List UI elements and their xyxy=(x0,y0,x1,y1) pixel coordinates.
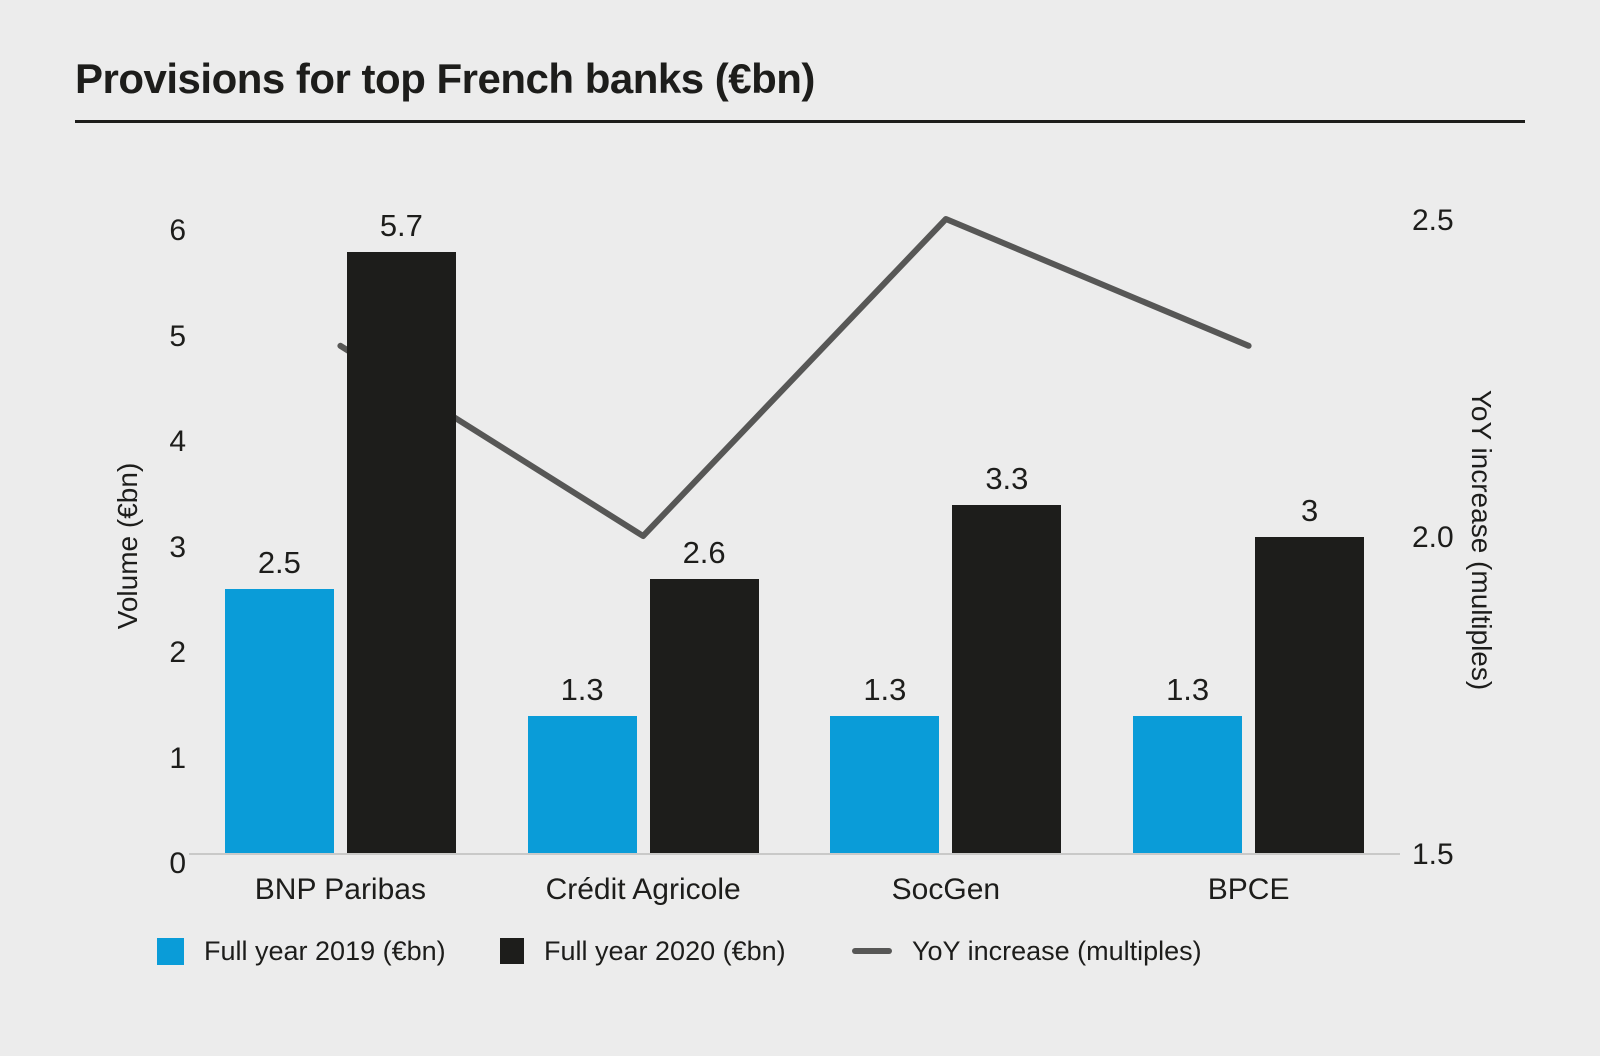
legend-label-2019: Full year 2019 (€bn) xyxy=(204,936,446,966)
left-axis-tick: 6 xyxy=(169,214,186,247)
category-label: BPCE xyxy=(1207,873,1290,906)
category-label: SocGen xyxy=(891,873,1001,906)
left-axis-tick: 3 xyxy=(169,530,186,564)
right-axis-tick: 2.5 xyxy=(1412,204,1454,237)
left-axis-tick: 1 xyxy=(169,741,186,775)
legend-item-yoy: YoY increase (multiples) xyxy=(852,935,1202,967)
legend-item-2019: Full year 2019 (€bn) xyxy=(157,935,446,967)
bar-2019 xyxy=(527,715,637,853)
bar-value-label: 1.3 xyxy=(1166,671,1210,707)
bar-value-label: 3 xyxy=(1301,492,1319,528)
bar-2020 xyxy=(1255,536,1365,853)
x-axis-baseline xyxy=(189,853,1400,855)
bar-value-label: 1.3 xyxy=(560,671,604,707)
right-axis-tick: 1.5 xyxy=(1412,838,1454,871)
bar-value-label: 1.3 xyxy=(863,671,907,707)
title-rule xyxy=(75,120,1525,123)
left-axis-tick: 0 xyxy=(169,847,186,880)
bar-2020 xyxy=(952,504,1062,853)
category-label: BNP Paribas xyxy=(254,873,426,906)
legend-label-2020: Full year 2020 (€bn) xyxy=(544,936,786,966)
bar-2019 xyxy=(1133,715,1243,853)
left-axis-tick: 4 xyxy=(169,425,186,458)
chart-title: Provisions for top French banks (€bn) xyxy=(75,55,815,102)
left-axis-tick: 2 xyxy=(169,636,186,669)
legend-swatch-2020 xyxy=(500,938,524,964)
right-axis-tick: 2.0 xyxy=(1412,521,1454,554)
legend-item-2020: Full year 2020 (€bn) xyxy=(500,935,786,967)
bar-2020 xyxy=(649,578,759,853)
category-label: Crédit Agricole xyxy=(545,873,741,906)
bar-value-label: 2.5 xyxy=(257,545,301,581)
bar-2019 xyxy=(830,715,940,853)
legend-swatch-yoy-line xyxy=(852,948,892,954)
left-axis-tick: 5 xyxy=(169,319,186,353)
bar-value-label: 5.7 xyxy=(379,207,423,243)
bar-2020 xyxy=(346,251,456,853)
legend-swatch-2019 xyxy=(157,937,184,965)
legend-label-yoy: YoY increase (multiples) xyxy=(912,936,1202,966)
legend: Full year 2019 (€bn) Full year 2020 (€bn… xyxy=(0,935,1600,967)
bar-value-label: 3.3 xyxy=(985,460,1029,496)
bar-value-label: 2.6 xyxy=(682,534,726,570)
yoy-increase-line xyxy=(337,216,1252,539)
bar-2019 xyxy=(224,589,334,853)
